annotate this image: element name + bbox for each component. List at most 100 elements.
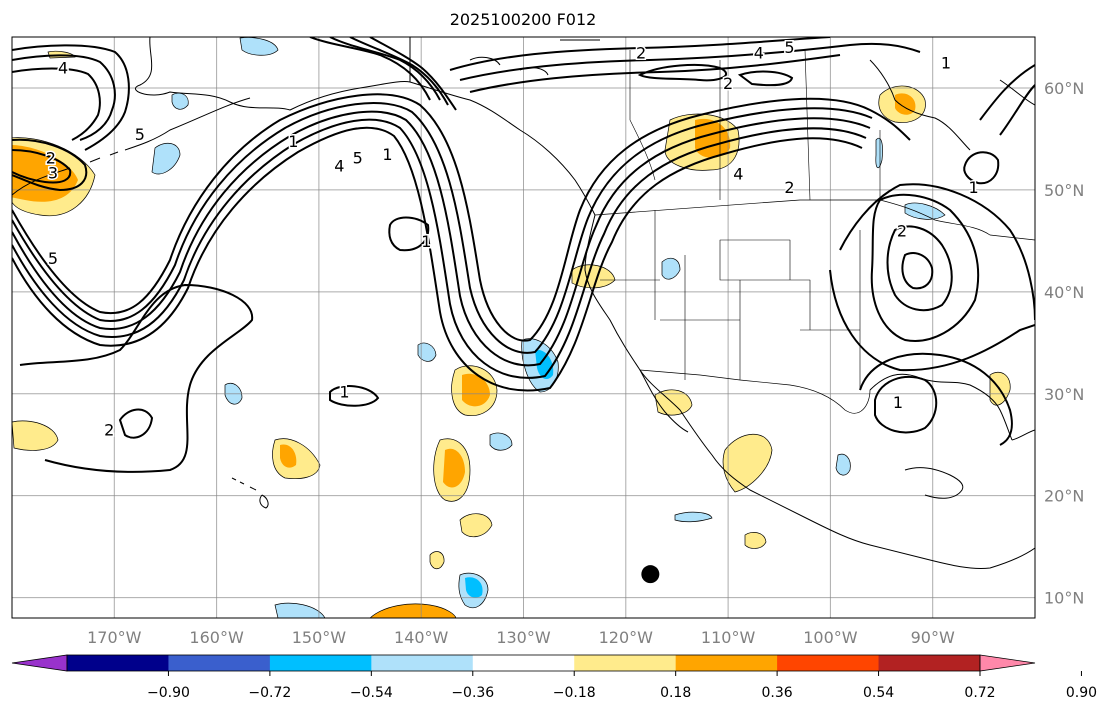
us-mexico-border	[639, 369, 871, 414]
contour-north-3	[349, 37, 449, 106]
negative-anomaly-patch-gulf	[151, 142, 181, 175]
colorbar-tick-label: −0.54	[350, 685, 393, 701]
map-title: 2025100200 F012	[450, 10, 597, 29]
colorbar-tick-label: 0.90	[1066, 685, 1097, 701]
contour-upper-left-2	[12, 67, 101, 141]
contour-label: 2	[104, 420, 114, 439]
positive-anomaly-patch-small-2	[459, 513, 493, 538]
colorbar-segment	[269, 655, 372, 671]
alaska-coastline	[134, 37, 411, 111]
contour-dateline-low-1	[12, 138, 88, 192]
negative-anomaly-patch-small-7	[835, 453, 851, 476]
west-coast-coastline	[584, 214, 1035, 569]
colorbar-segment	[472, 655, 575, 671]
colorbar-tick-label: 0.18	[660, 685, 691, 701]
colorbar-segment	[777, 655, 880, 671]
negative-anomaly-patch-small-8	[904, 202, 946, 220]
hudson-bay-coast	[869, 59, 971, 151]
contour-eastern-trough-3	[901, 252, 934, 290]
contour-north-2	[329, 37, 441, 101]
longitude-tick-label: 110°W	[701, 628, 756, 647]
contour-label: 4	[334, 156, 344, 175]
contour-label: 4	[733, 165, 743, 184]
colorbar-tick-label: −0.90	[147, 685, 190, 701]
contour-jet-trough-4	[12, 118, 867, 379]
contour-canada-ridge-2	[459, 42, 921, 81]
gridlines	[12, 37, 1035, 618]
contour-southeast-loop	[874, 375, 938, 434]
contour-label: 5	[353, 148, 363, 167]
negative-anomaly-patch-small-5	[661, 257, 681, 280]
contour-label: 5	[48, 249, 58, 268]
colorbar-segment	[168, 655, 271, 671]
contour-2-small-loop	[118, 408, 154, 439]
contour-jet-trough-1	[12, 93, 911, 342]
colorbar-tick-label: −0.72	[248, 685, 291, 701]
contour-label: 1	[893, 393, 903, 412]
contour-label: 2	[636, 43, 646, 62]
contour-label: 5	[135, 125, 145, 144]
colorbar-segment	[67, 655, 169, 671]
positive-anomaly-core-hawaii-north	[280, 444, 297, 468]
longitude-tick-label: 120°W	[599, 628, 654, 647]
baja-california	[639, 369, 689, 433]
contour-canada-ridge-1	[449, 37, 831, 71]
negative-anomaly-patch-small-6	[674, 511, 713, 523]
longitude-tick-label: 160°W	[189, 628, 244, 647]
colorbar-tick-label: 0.36	[762, 685, 793, 701]
positive-anomaly-patch-small-1	[429, 551, 445, 570]
contour-1-small-loop	[388, 216, 430, 252]
contour-jet-trough-2	[12, 102, 873, 354]
positive-anomaly-core-central-pacific	[462, 373, 490, 407]
positive-anomaly-core-subtropics	[443, 448, 465, 488]
negative-anomaly-patch-small-1	[171, 92, 189, 110]
contour-label: 1	[339, 383, 349, 402]
contour-label: 5	[784, 38, 794, 57]
contour-label: 2	[723, 74, 733, 93]
contour-label: 2	[784, 178, 794, 197]
contour-eastern-outer	[839, 183, 1035, 321]
contour-canada-loop-2b	[737, 70, 794, 87]
colorbar-segment	[675, 655, 778, 671]
contour-northeast	[979, 64, 1035, 121]
panhandle-coastline	[409, 81, 596, 216]
negative-anomaly-patch-aleutian	[239, 37, 279, 56]
contour-label: 1	[941, 53, 951, 72]
colorbar-tick-label: 0.54	[863, 685, 894, 701]
longitude-tick-label: 100°W	[803, 628, 858, 647]
yucatan-coast	[904, 467, 964, 499]
contour-label: 3	[48, 164, 58, 183]
contour-jet-trough-5	[12, 126, 863, 392]
contour-label: 1	[421, 232, 431, 251]
contour-dateline-low-2	[12, 149, 72, 184]
contour-lines	[12, 37, 1035, 473]
longitude-tick-label: 130°W	[496, 628, 551, 647]
longitude-tick-label: 140°W	[394, 628, 449, 647]
contour-eastern-outer-2	[829, 269, 1035, 372]
colorbar-tick-label: −0.18	[553, 685, 596, 701]
us-state-borders	[600, 210, 861, 390]
positive-anomaly-core-hudson	[895, 93, 916, 115]
contour-north-1	[309, 37, 431, 101]
colorbar-extend-low	[11, 654, 68, 672]
labrador-coast	[999, 79, 1035, 106]
aleutian-islands	[12, 97, 251, 196]
colorbar-tick-label: 0.72	[964, 685, 995, 701]
positive-anomaly-core-dateline	[12, 145, 78, 202]
contour-label: 2	[897, 222, 907, 241]
contour-north-4	[369, 37, 457, 111]
us-canada-border	[594, 199, 1035, 241]
latitude-labels: 10°N 20°N 30°N 40°N 50°N 60°N	[1044, 79, 1084, 608]
latitude-tick-label: 30°N	[1044, 385, 1084, 404]
contour-southeast-outer	[859, 352, 1013, 446]
contour-1-small-ellipse	[329, 385, 380, 407]
gulf-coast	[869, 373, 1035, 441]
contour-canada-ridge-3	[469, 54, 841, 93]
latitude-tick-label: 50°N	[1044, 181, 1084, 200]
contour-east-loop	[963, 151, 1000, 185]
location-marker-layer	[641, 565, 660, 584]
latitude-tick-label: 40°N	[1044, 283, 1084, 302]
contour-upper-left-3	[12, 44, 130, 151]
negative-anomaly-patch-small-9	[875, 137, 883, 168]
latitude-tick-label: 20°N	[1044, 487, 1084, 506]
